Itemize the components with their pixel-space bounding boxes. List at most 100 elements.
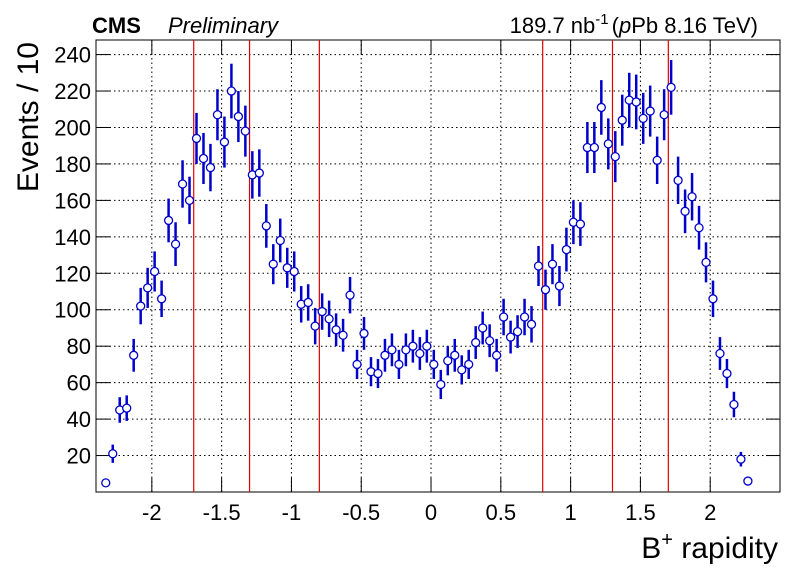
data-point	[240, 126, 251, 136]
data-point	[638, 113, 648, 124]
data-point	[275, 235, 285, 246]
data-point	[380, 350, 390, 360]
data-point	[156, 294, 167, 304]
data-point	[198, 153, 209, 164]
x-axis-title: B+ rapidity	[641, 529, 778, 565]
data-point	[512, 326, 523, 337]
x-title-superscript: +	[661, 529, 673, 551]
x-tick-label: -1	[282, 500, 302, 525]
data-point	[540, 285, 551, 295]
data-point	[652, 155, 662, 165]
data-point	[191, 133, 202, 144]
data-point	[694, 223, 704, 233]
status: Preliminary	[168, 13, 280, 38]
data-point	[666, 82, 676, 93]
y-tick-label: 200	[54, 115, 91, 140]
data-point	[687, 192, 697, 202]
data-point	[603, 139, 613, 149]
data-point	[142, 283, 153, 293]
data-point	[408, 341, 418, 351]
y-tick-label: 40	[67, 407, 91, 432]
data-point	[617, 115, 627, 125]
y-tick-label: 180	[54, 152, 91, 177]
x-tick-label: -2	[142, 500, 162, 525]
data-point	[680, 206, 690, 216]
data-point	[345, 290, 355, 300]
data-point	[533, 261, 544, 271]
data-point	[226, 86, 237, 96]
frame	[95, 39, 781, 493]
data-point	[610, 151, 620, 162]
energy-open: (	[612, 13, 620, 38]
data-point	[729, 399, 739, 410]
data-point	[331, 325, 341, 335]
data-point	[450, 350, 460, 360]
data-point	[394, 359, 404, 370]
data-point	[478, 323, 488, 333]
data-point	[415, 348, 425, 359]
energy-italic: p	[618, 13, 631, 38]
data-point	[575, 219, 586, 229]
data-point	[387, 345, 397, 355]
y-tick-label: 20	[67, 444, 91, 469]
data-point	[484, 336, 495, 346]
data-point	[233, 111, 244, 122]
y-tick-label: 80	[67, 334, 91, 359]
data-point	[519, 312, 530, 322]
y-axis-title: Events / 10	[12, 42, 45, 192]
data-point	[219, 137, 230, 147]
data-point	[149, 266, 160, 277]
y-tick-label: 140	[54, 225, 91, 250]
y-tick-label: 120	[54, 261, 91, 286]
data-point	[352, 359, 362, 370]
x-tick-label: 1	[564, 500, 576, 525]
data-point	[289, 266, 299, 277]
data-point	[122, 403, 132, 413]
data-point	[268, 259, 278, 269]
data-point	[303, 297, 313, 308]
data-point	[457, 365, 467, 375]
x-tick-label: 2	[704, 500, 716, 525]
x-tick-label: 0	[425, 500, 437, 525]
data-point	[324, 314, 334, 324]
data-point	[708, 294, 718, 304]
x-title-rest: rapidity	[673, 532, 778, 565]
data-point	[108, 449, 118, 459]
luminosity-exponent: -1	[595, 11, 608, 28]
data-point	[715, 348, 725, 359]
data-point	[261, 221, 271, 231]
x-tick-label: -0.5	[342, 500, 380, 525]
data-point	[338, 330, 348, 340]
data-point	[359, 328, 369, 339]
data-point	[373, 368, 383, 379]
data-point	[471, 337, 481, 348]
data-point	[282, 263, 292, 273]
data-point	[422, 341, 432, 351]
data-point	[212, 110, 223, 120]
data-point	[589, 142, 599, 153]
x-title: B	[641, 532, 661, 565]
data-point	[136, 301, 146, 311]
data-point	[436, 379, 446, 390]
data-point	[491, 350, 502, 360]
data-point	[743, 476, 753, 486]
y-tick-label: 240	[54, 43, 91, 68]
y-tick-label: 160	[54, 188, 91, 213]
data-point	[205, 162, 216, 173]
data-point	[401, 345, 411, 355]
luminosity: 189.7 nb	[510, 13, 596, 38]
data-point	[659, 110, 669, 120]
y-tick-label: 60	[67, 371, 91, 396]
data-point	[505, 332, 516, 342]
data-point	[464, 359, 474, 370]
x-tick-label: 0.5	[486, 500, 517, 525]
lumi-label: 189.7 nb-1 (pPb 8.16 TeV)	[510, 11, 758, 38]
data-point	[596, 102, 606, 113]
experiment: CMS	[92, 13, 141, 38]
data-point	[498, 312, 509, 322]
data-point	[554, 281, 565, 291]
data-point	[443, 356, 453, 366]
data-point	[163, 215, 174, 226]
